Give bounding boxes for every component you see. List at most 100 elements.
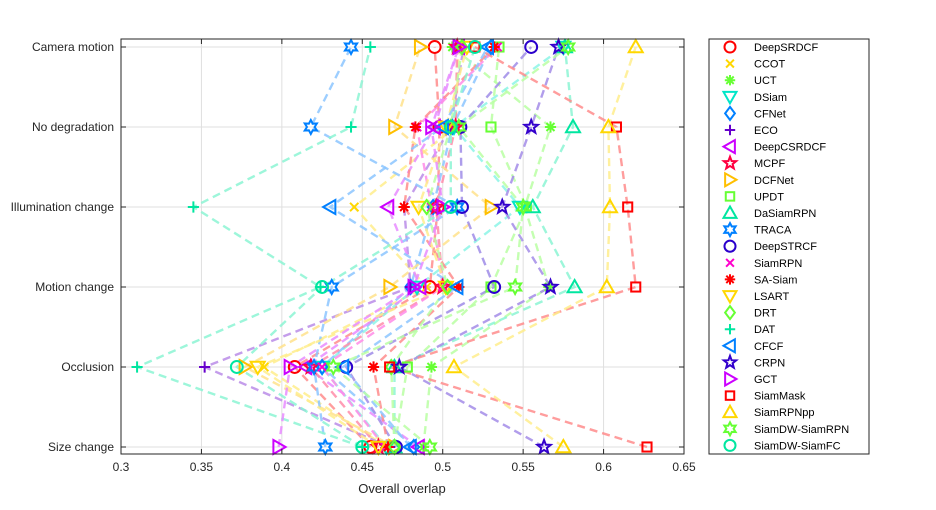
marker-deepcsrdcf	[379, 198, 395, 216]
marker-uct	[425, 361, 438, 373]
legend-marker-cfnet	[723, 105, 737, 122]
marker-uct	[544, 121, 557, 133]
legend-label: SiamMask	[754, 391, 806, 403]
marker-dasiamrpn	[564, 117, 582, 134]
marker-deepsrdcf	[422, 280, 437, 294]
marker-sa-siam	[398, 201, 410, 213]
marker-siamdw-siamrpn	[560, 37, 577, 57]
legend-label: DRT	[754, 308, 777, 320]
series-line-siamrpn	[320, 46, 499, 448]
marker-siammask	[622, 201, 634, 213]
legend-label: DCFNet	[754, 175, 794, 187]
legend-marker-siamdw-siamfc	[723, 438, 737, 452]
legend-marker-dcfnet	[724, 171, 739, 189]
legend-marker-siamrpnpp	[721, 403, 739, 419]
marker-siamdw-siamfc	[315, 280, 330, 294]
series-line-siamdw-siamfc	[234, 46, 477, 449]
marker-crpn	[492, 197, 512, 215]
series-line-siammask	[385, 45, 648, 449]
series-line-dat	[133, 46, 372, 449]
x-tick-label: 0.5	[434, 460, 451, 474]
legend-label: DeepCSRDCF	[754, 142, 826, 154]
marker-deepstrcf	[487, 280, 502, 294]
legend-label: TRACA	[754, 225, 792, 237]
marker-traca	[306, 357, 322, 377]
legend-label: DeepSTRCF	[754, 241, 817, 253]
x-tick-label: 0.3	[113, 460, 130, 474]
legend-label: SA-Siam	[754, 274, 797, 286]
marker-siamdw-siamrpn	[507, 277, 524, 297]
y-tick-label: No degradation	[32, 120, 114, 134]
marker-dat	[187, 201, 199, 213]
series-line-cfnet	[320, 46, 493, 448]
marker-siamdw-siamfc	[443, 200, 458, 214]
marker-siammask	[384, 361, 396, 373]
legend-marker-gct	[724, 370, 739, 388]
marker-cfcf	[433, 118, 449, 136]
marker-siammask	[630, 281, 642, 293]
marker-gct	[407, 278, 423, 296]
marker-gct	[272, 438, 288, 456]
marker-sa-siam	[488, 41, 500, 53]
series-line-updt	[393, 46, 528, 448]
marker-crpn	[541, 277, 560, 295]
marker-dcfnet	[388, 118, 404, 136]
legend-label: MCPF	[754, 158, 785, 170]
marker-deepstrcf	[524, 40, 539, 54]
marker-eco	[199, 361, 211, 373]
legend-marker-crpn	[721, 353, 739, 370]
series-line-sa-siam	[372, 46, 496, 448]
series-lines	[133, 45, 648, 449]
series-line-dcfnet	[242, 46, 493, 449]
marker-dasiamrpn	[556, 37, 574, 54]
marker-siammask	[641, 441, 653, 453]
marker-cfcf	[401, 438, 417, 456]
series-line-siamdw-siamrpn	[331, 46, 569, 448]
marker-siamrpnpp	[601, 197, 619, 214]
legend-marker-uct	[724, 75, 736, 86]
legend-label: ECO	[754, 125, 778, 137]
marker-deepcsrdcf	[411, 278, 427, 296]
marker-siamdw-siamrpn	[325, 357, 342, 377]
series-line-deepcsrdcf	[303, 46, 460, 448]
legend-label: CFCF	[754, 341, 784, 353]
marker-uct	[543, 281, 555, 293]
legend-marker-deepsrdcf	[723, 40, 737, 54]
marker-dsiam	[511, 200, 529, 217]
marker-siammask	[469, 41, 481, 53]
marker-cfnet	[404, 278, 418, 296]
legend-label: DAT	[754, 324, 775, 336]
marker-gct	[283, 358, 299, 376]
marker-ccot	[421, 282, 432, 292]
y-tick-label: Motion change	[35, 280, 114, 294]
legend-marker-siammask	[724, 390, 736, 401]
legend-label: LSART	[754, 291, 790, 303]
marker-traca	[302, 117, 319, 137]
marker-drt	[441, 278, 455, 296]
legend-marker-dasiamrpn	[721, 204, 739, 219]
marker-siamdw-siamfc	[467, 40, 482, 54]
series-line-deepsrdcf	[292, 46, 441, 448]
x-axis-ticks: 0.3 0.35 0.4 0.45 0.5 0.55 0.6 0.65	[113, 39, 696, 474]
legend-label: UCT	[754, 75, 777, 87]
legend-label: UPDT	[754, 191, 784, 203]
legend-label: SiamRPNpp	[754, 407, 815, 419]
marker-siamrpnpp	[599, 117, 618, 134]
marker-gct	[452, 38, 468, 56]
marker-dat	[131, 361, 143, 373]
x-axis-label: Overall overlap	[358, 481, 445, 496]
marker-cfcf	[478, 38, 495, 56]
legend-label: CFNet	[754, 108, 786, 120]
y-axis-ticks: Size change Occlusion Motion change Illumin…	[11, 40, 684, 454]
marker-crpn	[521, 117, 541, 135]
x-tick-label: 0.4	[274, 460, 291, 474]
marker-gct	[436, 198, 452, 216]
legend-marker-deepstrcf	[723, 239, 737, 253]
x-tick-label: 0.45	[351, 460, 375, 474]
y-tick-label: Occlusion	[61, 360, 114, 374]
legend-label: SiamDW-SiamFC	[754, 440, 841, 452]
legend-marker-drt	[723, 304, 737, 321]
legend-marker-deepcsrdcf	[721, 138, 736, 155]
legend-marker-dat	[724, 324, 736, 335]
legend-marker-siamdw-siamrpn	[722, 420, 738, 438]
